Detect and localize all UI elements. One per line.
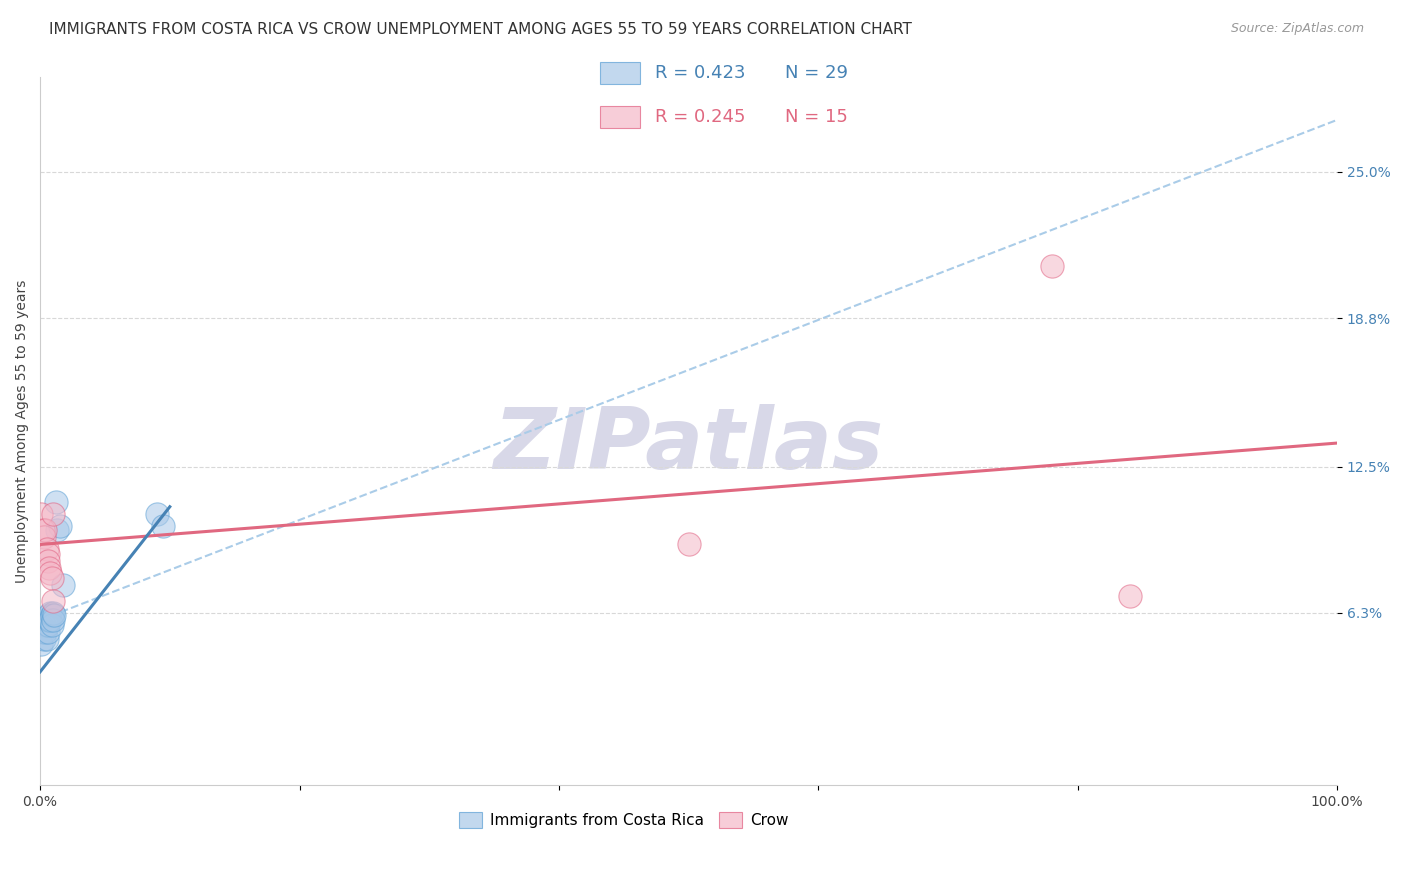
Point xyxy=(30,507,52,521)
Point xyxy=(32,632,55,646)
Legend: Immigrants from Costa Rica, Crow: Immigrants from Costa Rica, Crow xyxy=(453,805,794,834)
Point xyxy=(152,518,174,533)
Point xyxy=(46,524,69,538)
Point xyxy=(37,624,59,639)
Text: R = 0.245: R = 0.245 xyxy=(655,108,747,126)
Point xyxy=(1040,259,1063,273)
Point xyxy=(30,636,52,650)
Point xyxy=(32,617,55,632)
Point xyxy=(38,608,60,623)
Point xyxy=(42,594,65,608)
FancyBboxPatch shape xyxy=(600,62,640,84)
Point xyxy=(31,524,53,538)
Point xyxy=(45,495,67,509)
Text: ZIPatlas: ZIPatlas xyxy=(494,404,884,487)
Point xyxy=(35,542,58,557)
Point xyxy=(37,547,59,561)
Point xyxy=(30,617,52,632)
Point xyxy=(52,577,75,591)
Point xyxy=(34,524,56,538)
Point xyxy=(1118,590,1140,604)
Point xyxy=(48,518,70,533)
Point xyxy=(31,613,53,627)
Y-axis label: Unemployment Among Ages 55 to 59 years: Unemployment Among Ages 55 to 59 years xyxy=(15,279,30,583)
Point xyxy=(35,613,58,627)
Point xyxy=(35,632,58,646)
Text: N = 15: N = 15 xyxy=(786,108,848,126)
Text: IMMIGRANTS FROM COSTA RICA VS CROW UNEMPLOYMENT AMONG AGES 55 TO 59 YEARS CORREL: IMMIGRANTS FROM COSTA RICA VS CROW UNEMP… xyxy=(49,22,912,37)
Point xyxy=(39,613,62,627)
Point xyxy=(37,613,59,627)
Point xyxy=(34,624,56,639)
Point xyxy=(39,606,62,620)
Point xyxy=(678,537,700,551)
Point xyxy=(35,617,58,632)
Point xyxy=(37,617,59,632)
Point xyxy=(41,608,63,623)
Point xyxy=(44,608,66,623)
FancyBboxPatch shape xyxy=(600,106,640,128)
Point xyxy=(31,624,53,639)
Point xyxy=(42,613,65,627)
Point xyxy=(42,606,65,620)
Point xyxy=(37,554,59,568)
Text: N = 29: N = 29 xyxy=(786,64,848,82)
Point xyxy=(38,613,60,627)
Point xyxy=(34,613,56,627)
Point xyxy=(32,530,55,544)
Point xyxy=(41,570,63,584)
Point xyxy=(146,507,169,521)
Text: R = 0.423: R = 0.423 xyxy=(655,64,747,82)
Point xyxy=(39,566,62,580)
Point xyxy=(42,507,65,521)
Text: Source: ZipAtlas.com: Source: ZipAtlas.com xyxy=(1230,22,1364,36)
Point xyxy=(41,617,63,632)
Point xyxy=(38,561,60,575)
